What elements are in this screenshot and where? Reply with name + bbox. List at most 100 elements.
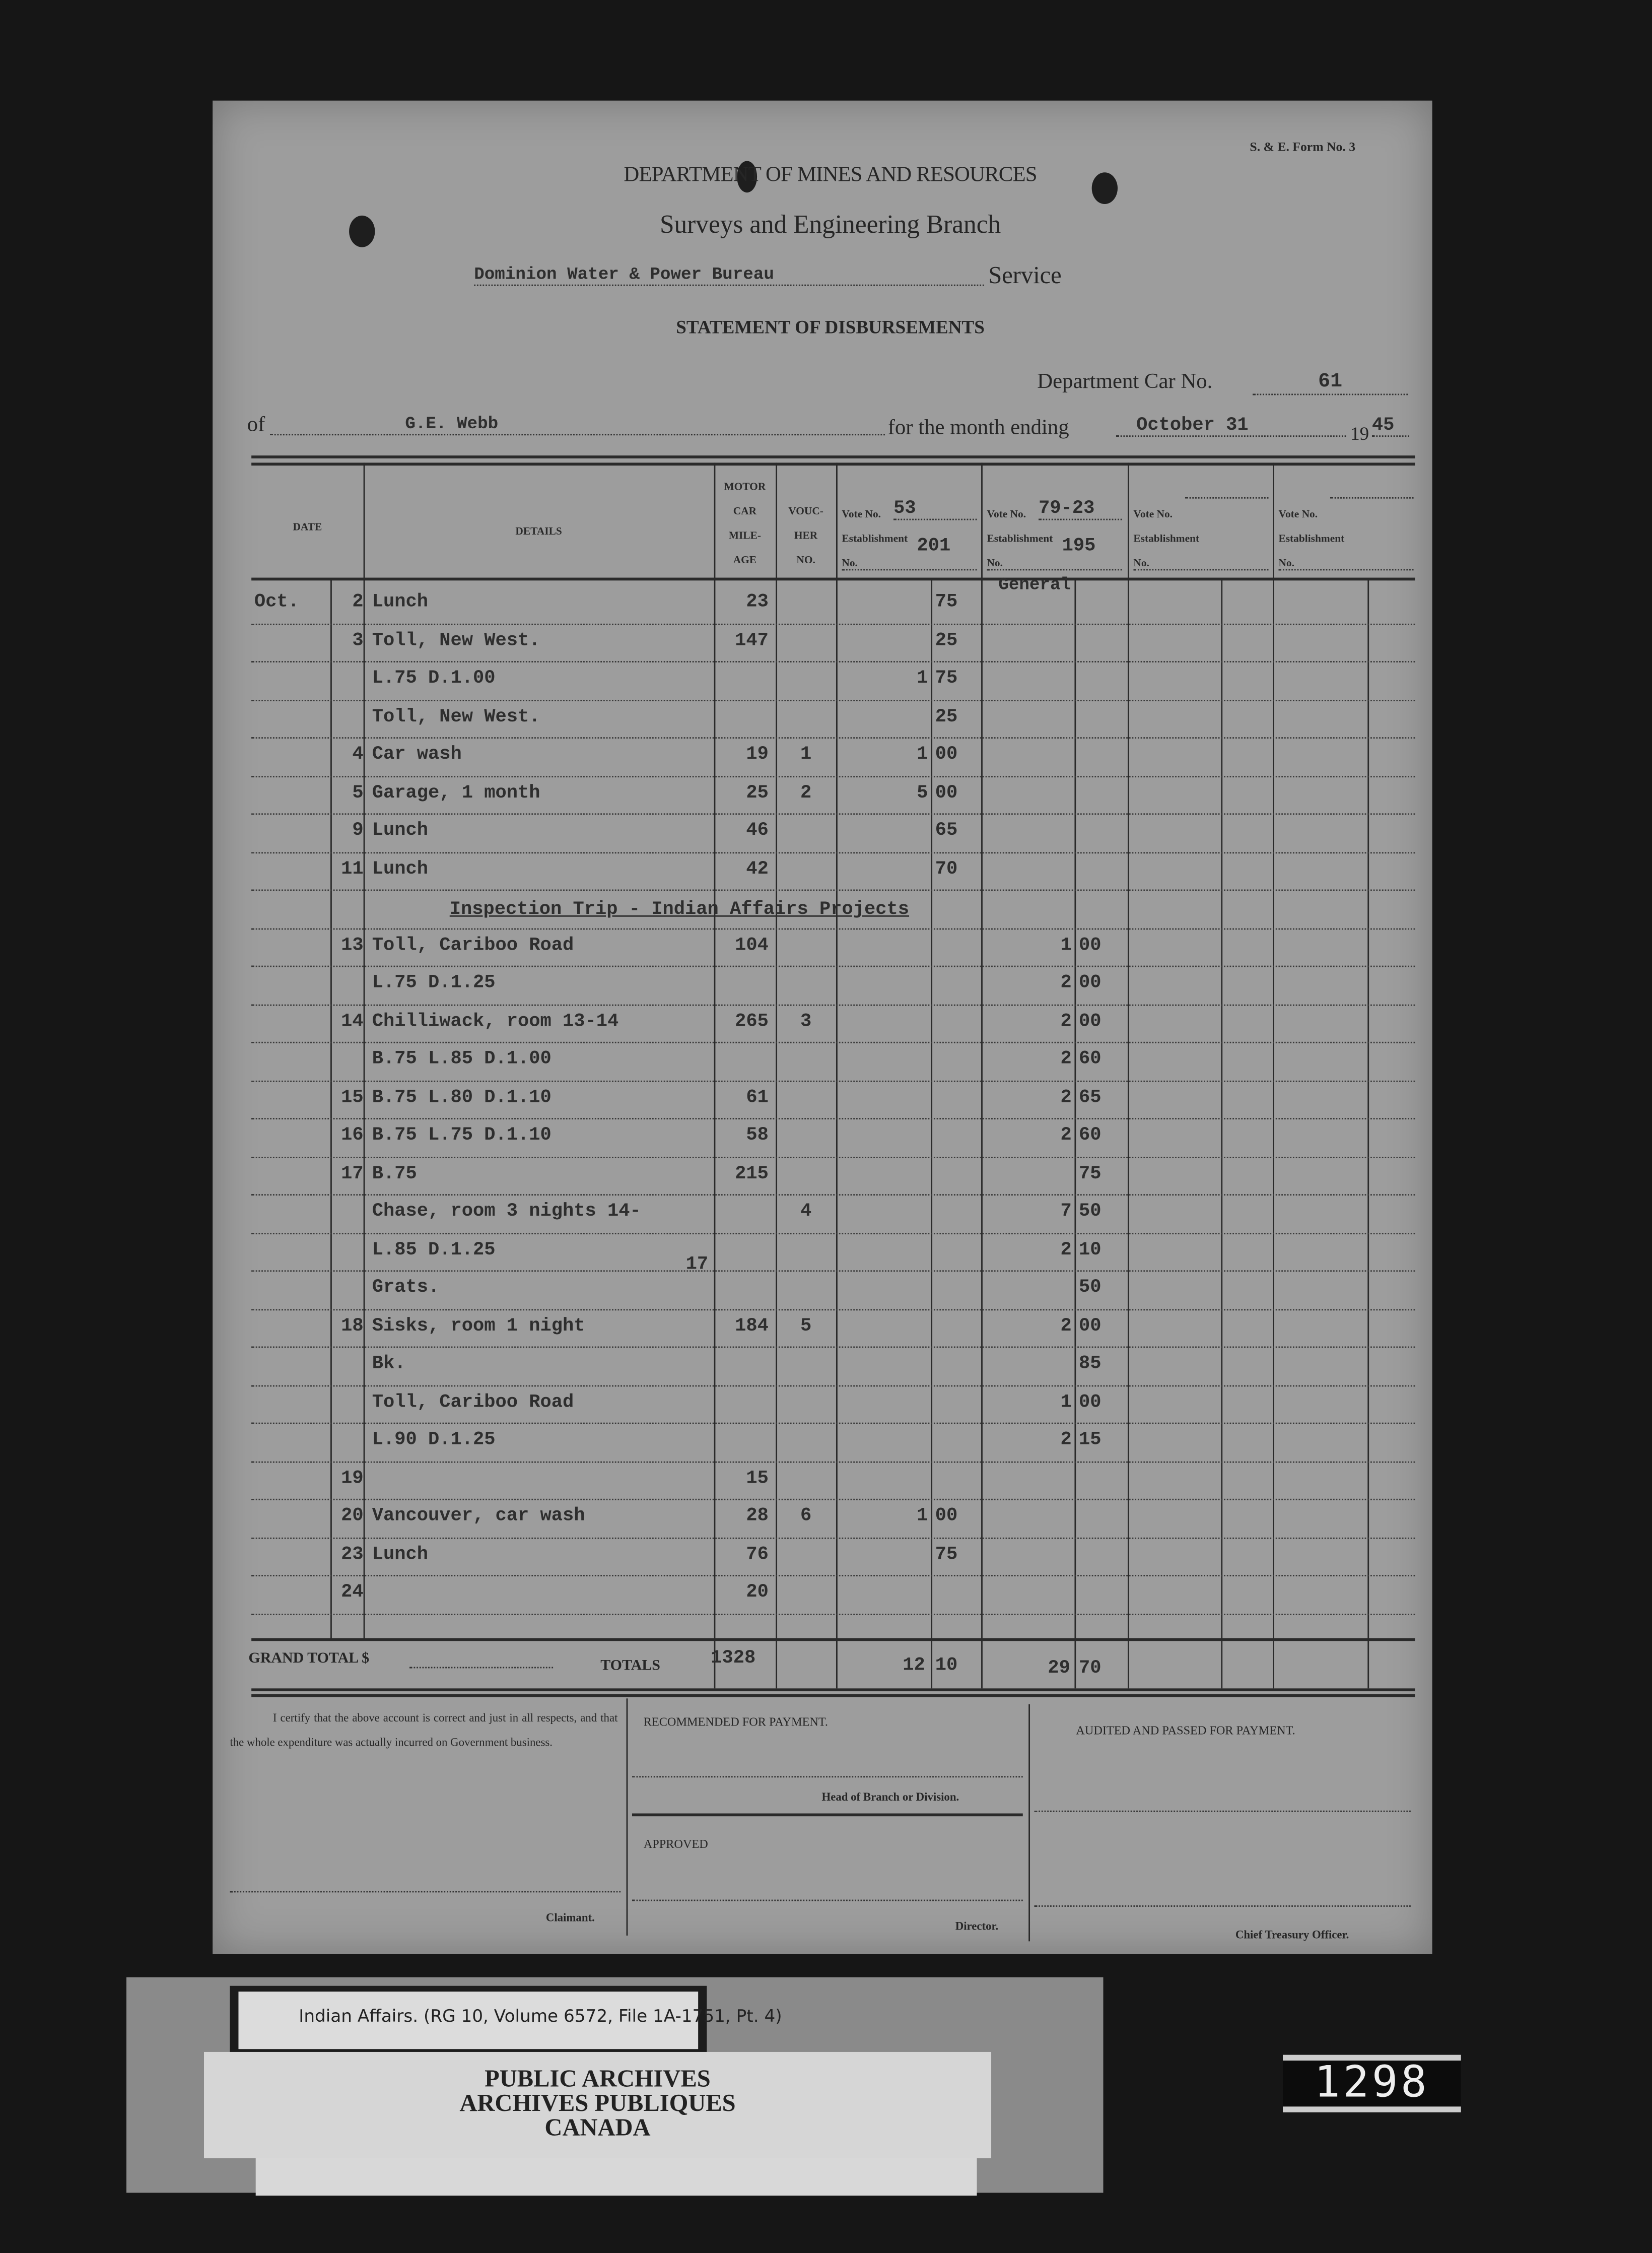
grand-total-label: GRAND TOTAL $ [248,1651,370,1667]
cents-divider [1221,579,1223,1689]
of-label: of [247,414,265,437]
vote-number: 79-23 [1039,497,1122,520]
cell-v2c: 65 [1079,1085,1102,1107]
cell-day: 15 [341,1085,364,1107]
table-row: 16 B.75 L.75 D.1.10 58 2 60 [251,1118,1415,1158]
cell-details: Bk. [372,1352,406,1374]
cell-mileage: 61 [746,1085,769,1107]
cell-mileage: 28 [746,1504,769,1527]
statement-title: STATEMENT OF DISBURSEMENTS [676,316,985,338]
cell-mileage: 184 [735,1314,769,1336]
cell-v2d: 2 [1060,1314,1072,1336]
cell-v2d: 2 [1060,971,1072,993]
header-date: DATE [293,520,322,534]
cell-v2d: 2 [1060,1047,1072,1070]
totals-bottom-rule [251,1688,1415,1692]
cell-mileage: 46 [746,819,769,841]
cell-v2c: 00 [1079,1314,1102,1336]
cell-v2c: 00 [1079,1009,1102,1031]
table-row: 19 15 [251,1461,1415,1500]
frame-counter: 1298 [1283,2055,1461,2112]
header-bottom-rule [251,577,1415,580]
cell-day: 9 [352,819,364,841]
cell-details: L.75 D.1.25 [372,971,496,993]
director-label: Director. [955,1919,999,1933]
header-mileage-line: AGE [733,553,757,566]
cell-day: 5 [352,781,364,803]
header-details: DETAILS [515,524,562,538]
cell-v1d: 1 [917,743,928,765]
cell-mileage: 42 [746,857,769,879]
vote-number: 53 [893,497,977,520]
vote-label: Vote No. [1278,507,1318,520]
cell-mileage: 25 [746,781,769,803]
cell-v1c: 00 [935,743,958,765]
cell-v2c: 50 [1079,1200,1102,1222]
cell-details: Lunch [372,1542,429,1564]
claimant-line: of G.E. Webb for the month ending Octobe… [247,411,1411,448]
cell-mileage: 104 [735,933,769,955]
cell-v2d: 1 [1060,1390,1072,1412]
cell-details: Car wash [372,743,462,765]
recommended-label: RECOMMENDED FOR PAYMENT. [643,1714,828,1729]
cell-details: Vancouver, car wash [372,1504,585,1527]
vote-header-2: Vote No. 79-23 Establishment 195 No. General [987,497,1125,604]
table-row: 4 Car wash 19 1 1 00 [251,737,1415,777]
cell-day: 16 [341,1123,364,1146]
claimant-label: Claimant. [545,1911,595,1925]
cell-details: Toll, Cariboo Road [372,933,574,955]
vote-header-4: Vote No. Establishment No. [1278,497,1416,604]
cell-v2c: 85 [1079,1352,1102,1374]
column-divider [1127,462,1130,1689]
cell-v2d: 2 [1060,1085,1072,1107]
cell-v1d: 1 [917,1504,928,1527]
table-row: Oct. 2 Lunch 23 75 [251,585,1415,625]
cell-mileage: 19 [746,743,769,765]
table-row: 14 Chilliwack, room 13-14 265 3 2 00 [251,1004,1415,1043]
car-value: 61 [1253,371,1408,395]
cell-details: Toll, Cariboo Road [372,1390,574,1412]
table-row: L.75 D.1.25 2 00 [251,966,1415,1006]
cell-v2d: 7 [1060,1200,1072,1222]
cell-v1c: 00 [935,781,958,803]
form-sheet [213,100,1432,1954]
archive-reference: Indian Affairs. (RG 10, Volume 6572, Fil… [299,2006,782,2026]
reference-label: Indian Affairs. (RG 10, Volume 6572, Fil… [238,1992,782,2049]
column-divider [363,462,366,1638]
cell-v1c: 70 [935,857,958,879]
section-heading-row: Inspection Trip - Indian Affairs Project… [251,890,1415,929]
form-number: S. & E. Form No. 3 [1250,139,1356,154]
cell-details: B.75 L.80 D.1.10 [372,1085,552,1107]
table-row: Toll, Cariboo Road 1 00 [251,1384,1415,1424]
table-row: B.75 L.85 D.1.00 2 60 [251,1042,1415,1082]
cell-day: 20 [341,1504,364,1527]
table-row: 18 Sisks, room 1 night 184 5 2 00 [251,1308,1415,1348]
cell-mileage: 265 [735,1009,769,1031]
footer-divider [626,1698,629,1936]
column-divider [330,579,332,1638]
cell-v1c: 25 [935,705,958,726]
cell-v1d: 1 [917,667,928,689]
cents-divider [1367,579,1370,1689]
cell-mileage: 15 [746,1466,769,1488]
establishment-no-label: No. [1133,556,1269,571]
cell-v1c: 75 [935,667,958,689]
audit-rule [1034,1810,1411,1812]
cell-details: Lunch [372,590,429,613]
cell-voucher: 3 [800,1009,812,1031]
table-row: L.90 D.1.25 2 15 [251,1423,1415,1463]
header-mileage: MOTOR CAR MILE- AGE [714,474,776,572]
cell-details: L.85 D.1.25 [372,1238,496,1260]
car-number-line: Department Car No. 61 [1037,368,1411,402]
director-signature-line [632,1899,1023,1901]
cell-v2c: 00 [1079,971,1102,993]
punch-hole [1091,172,1118,205]
table-row: Toll, New West. 25 [251,699,1415,739]
table-row: Grats. 50 [251,1270,1415,1310]
cell-day: 24 [341,1580,364,1603]
cell-details: Chase, room 3 nights 14- [372,1200,641,1222]
public-archives-stamp: PUBLIC ARCHIVES ARCHIVES PUBLIQUES CANAD… [204,2051,992,2159]
cell-details: Toll, New West. [372,628,540,650]
cell-details: B.75 L.85 D.1.00 [372,1047,552,1070]
